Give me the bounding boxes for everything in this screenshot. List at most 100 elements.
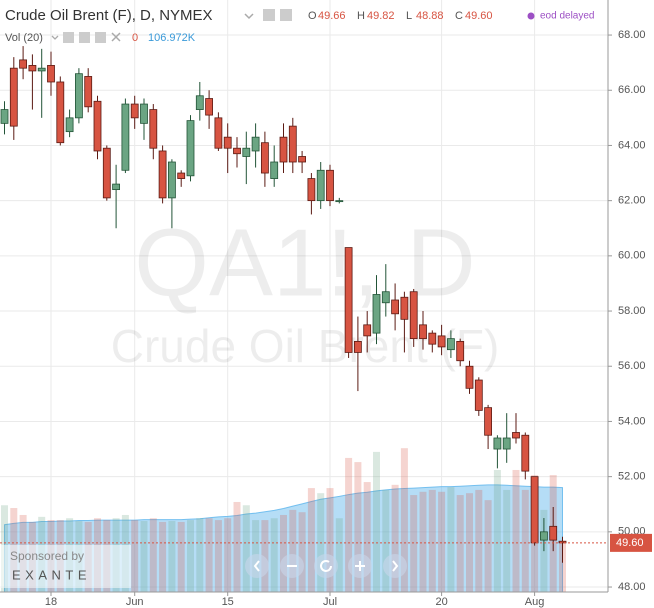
volume-extra: 0 [132,32,138,44]
candle-body [363,324,372,337]
candle-body [205,98,214,116]
candle-body [530,476,539,544]
y-tick-label: 62.00 [618,195,646,207]
watermark-symbol: QA1!, D [134,209,475,316]
volume-bar [419,491,427,592]
volume-bar [447,487,455,592]
volume-last: 106.972K [148,32,196,44]
scroll-left-button[interactable] [245,554,269,578]
last-price-label: 49.60 [616,537,644,549]
volume-bar [326,488,334,592]
candle-body [484,407,493,436]
candle-body [158,150,167,199]
candle-body [549,525,558,541]
y-tick-label: 66.00 [618,84,646,96]
volume-bar [177,521,185,592]
candle-body [65,117,74,133]
volume-bar [196,518,204,592]
candle-body [19,59,28,69]
ohlc-letter: C [455,10,463,22]
candle-body [37,67,46,72]
volume-bar [410,495,418,592]
candle-body [493,437,502,450]
x-tick-label: 18 [45,596,57,608]
volume-bar [335,518,343,592]
candle-body [391,299,400,315]
volume-bar [354,462,362,592]
candle-body [75,73,83,119]
y-tick-label: 52.00 [618,471,646,483]
volume-bar [140,521,148,592]
candle-body [465,365,474,389]
volume-bar [270,518,278,592]
candle-body [223,136,232,149]
candle-body [409,291,418,340]
candle-body [214,117,223,149]
volume-bar [233,501,241,592]
candle-body [0,109,9,124]
candle-body [260,142,269,174]
candle-body [474,379,483,411]
sponsor-caption: Sponsored by [10,549,84,563]
candle-body [270,161,279,179]
format-icon[interactable] [95,32,106,43]
volume-bar [484,500,492,592]
candle-body [344,247,353,353]
candle-body [177,172,186,179]
last-price-tag [610,533,652,552]
candle-body [167,161,176,199]
volume-bar [521,489,529,592]
left-glyph [253,560,260,572]
scroll-right-button[interactable] [383,554,407,578]
candle-body [140,103,148,124]
volume-bar [345,457,353,592]
y-tick-label: 54.00 [618,415,646,427]
y-tick-label: 68.00 [618,29,646,41]
volume-bar [382,489,390,592]
sponsor-box[interactable] [0,545,131,588]
candle-body [28,65,37,72]
dropdown-icon[interactable] [51,35,59,40]
volume-bar [149,518,157,592]
y-tick-label: 58.00 [618,305,646,317]
volume-bar [493,469,501,592]
volume-bar [214,520,222,592]
plus-glyph [355,561,365,571]
volume-bar [242,505,250,592]
candle-body [512,432,520,439]
volume-bar [159,521,167,592]
candle-body [121,103,130,171]
remove-icon[interactable] [111,32,121,42]
y-tick-label: 60.00 [618,250,646,262]
volume-bar [289,509,297,592]
settings-icon[interactable] [79,32,90,43]
volume-bar [131,520,139,592]
ohlc-letter: H [357,10,365,22]
volume-bar [503,489,511,592]
reset-button[interactable] [314,554,338,578]
volume-bar [373,451,380,592]
volume-bar [261,520,269,592]
ohlc-readout: O 49.66 H 49.82 L 48.88 C 49.60 [308,10,493,22]
reset-glyph [320,560,332,572]
status: eod delayed [540,11,595,22]
volume-ma-area [4,484,563,593]
settings-icon[interactable] [263,9,275,21]
volume-bar [187,520,194,592]
ohlc-value: 49.60 [465,10,493,22]
candle-body [307,178,316,202]
x-tick-label: Jun [126,596,144,608]
candle-body [428,332,437,345]
y-tick-label: 48.00 [618,581,646,593]
dropdown-icon[interactable] [244,13,254,20]
candle-body [47,65,55,83]
volume-bar [512,469,520,592]
format-icon[interactable] [280,9,292,21]
watermark-name: Crude Oil Brent (F) [111,320,500,372]
candle-body [298,156,307,163]
candle-body [195,95,204,110]
x-tick-label: 15 [222,596,234,608]
candle-body [419,324,427,340]
eye-icon[interactable] [63,32,74,43]
